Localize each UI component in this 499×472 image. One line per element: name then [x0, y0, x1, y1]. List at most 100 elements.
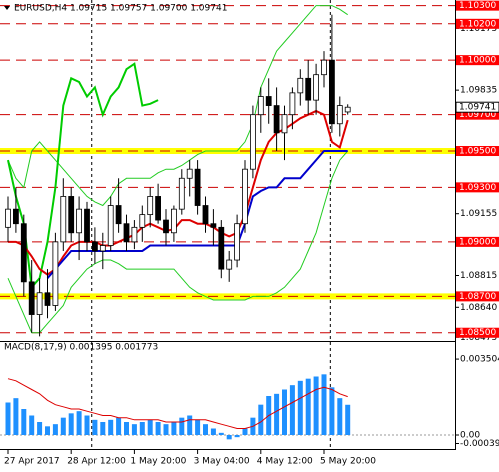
candle-body: [249, 114, 256, 170]
x-tick-label: 28 Apr 12:00: [67, 457, 126, 467]
macd-bar: [21, 409, 27, 435]
macd-bar: [100, 422, 106, 435]
candle-body: [289, 92, 296, 116]
candle-body: [226, 259, 233, 270]
x-tick-label: 27 Apr 2017: [4, 457, 60, 467]
macd-bar: [92, 419, 98, 435]
candle-body: [265, 96, 272, 106]
current-price-box: [455, 101, 499, 113]
level-label-box: [456, 291, 499, 302]
macd-bar: [242, 428, 248, 435]
y-tick-label: 1.08475: [460, 333, 497, 343]
macd-bar: [282, 389, 287, 435]
x-tick-label: 5 May 20:00: [320, 457, 376, 467]
indicator-line: [7, 378, 348, 429]
candle-body: [20, 223, 27, 283]
macd-bar: [37, 422, 43, 435]
macd-bar: [60, 417, 66, 435]
level-label: 1.08500: [459, 328, 496, 338]
candle-body: [5, 208, 11, 228]
level-label-box: [456, 236, 499, 247]
candle-body: [328, 59, 335, 125]
macd-bar: [258, 404, 264, 435]
macd-bar: [171, 422, 177, 435]
macd-bar: [210, 428, 216, 435]
macd-bar: [337, 398, 343, 435]
candle-body: [107, 205, 114, 246]
current-price-label: 1.09741: [459, 103, 496, 113]
candle-body: [123, 223, 130, 243]
level-label-box: [456, 55, 499, 66]
macd-bar: [155, 422, 161, 435]
candle-body: [234, 223, 241, 261]
candle-body: [186, 168, 193, 179]
level-label: 1.10200: [459, 19, 496, 29]
macd-bar: [203, 424, 208, 435]
macd-bar: [195, 419, 201, 435]
y-tick-label: 1.08815: [460, 271, 497, 281]
candle-body: [99, 245, 106, 252]
candle-body: [281, 114, 288, 134]
candle-body: [194, 168, 201, 206]
level-label-box: [456, 146, 499, 157]
indicator-line: [8, 109, 349, 276]
macd-title: MACD(8,17,9) 0.001395 0.001773: [4, 343, 158, 353]
candle-body: [28, 281, 35, 315]
y-tick-label: 0.003504: [460, 355, 499, 365]
candle-body: [68, 196, 75, 234]
candle-body: [76, 208, 82, 234]
macd-bar: [5, 402, 11, 435]
level-label: 1.10300: [459, 1, 496, 11]
candle-body: [297, 77, 304, 94]
level-label-box: [456, 0, 499, 11]
candle-body: [84, 208, 90, 243]
macd-bar: [68, 413, 74, 435]
level-label: 1.09300: [459, 183, 496, 193]
level-label-box: [456, 327, 499, 338]
level-label-box: [456, 182, 499, 193]
candle-body: [257, 96, 264, 116]
candle-body: [131, 226, 138, 243]
chart-title: EURUSD,H4 1.09715 1.09757 1.09700 1.0974…: [14, 4, 227, 14]
indicator-line: [7, 150, 349, 334]
macd-bar: [52, 424, 58, 435]
macd-bar: [29, 415, 35, 435]
level-label: 1.09000: [459, 237, 496, 247]
level-label-box: [456, 109, 499, 120]
macd-bar: [139, 422, 145, 435]
y-tick-label: 1.10175: [460, 24, 497, 34]
level-label: 1.09500: [459, 147, 496, 157]
macd-bar: [45, 426, 50, 435]
x-tick-label: 4 May 12:00: [257, 457, 313, 467]
macd-bar: [124, 422, 129, 435]
macd-bar: [116, 417, 122, 435]
candle-body: [139, 214, 146, 228]
candle-body: [60, 196, 67, 243]
candle-body: [321, 59, 327, 76]
candle-body: [163, 219, 169, 234]
macd-bar: [147, 419, 153, 435]
macd-bar: [313, 376, 319, 435]
y-tick-label: 1.09155: [460, 209, 497, 219]
candle-body: [210, 223, 217, 228]
candle-body: [52, 241, 59, 306]
candle-body: [313, 74, 320, 101]
y-tick-label: 0.00: [460, 431, 480, 441]
macd-bar: [321, 374, 327, 435]
level-label: 1.10000: [459, 56, 496, 66]
candle-body: [115, 205, 122, 225]
macd-bar: [329, 387, 335, 435]
candle-body: [170, 208, 177, 234]
y-tick-label: 1.08640: [460, 303, 497, 313]
macd-bar: [345, 404, 351, 435]
macd-bar: [163, 424, 169, 435]
candle-body: [344, 106, 351, 113]
macd-bar: [305, 378, 311, 435]
macd-bar: [131, 424, 137, 435]
candle-body: [44, 292, 51, 306]
candle-body: [273, 105, 280, 134]
level-label: 1.09700: [459, 110, 496, 120]
candle-body: [147, 196, 154, 216]
level-label: 1.08700: [459, 292, 496, 302]
